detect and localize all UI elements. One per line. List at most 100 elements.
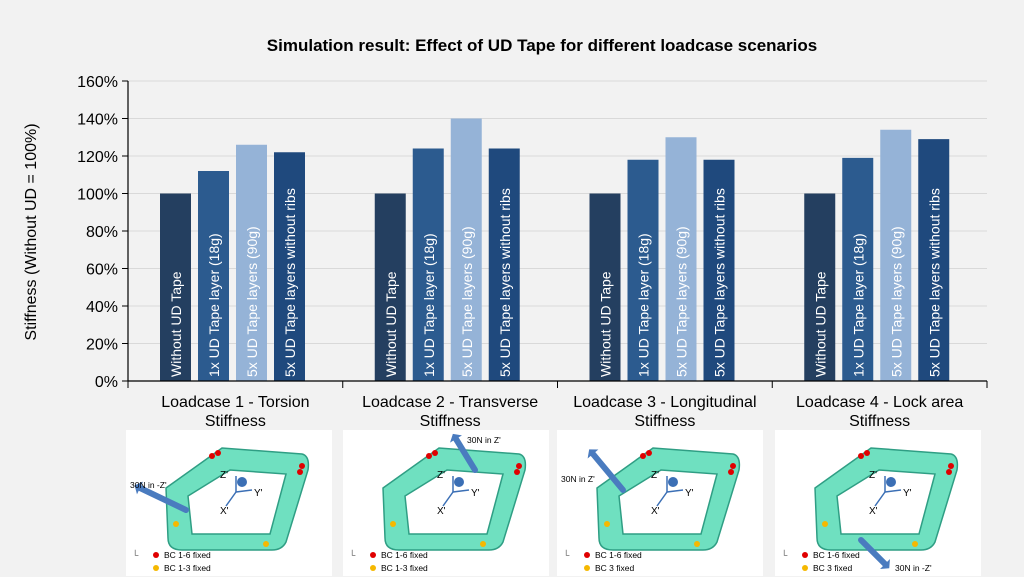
bc-point-red	[946, 469, 952, 475]
bc-legend-line: BC 1-6 fixed	[595, 550, 642, 560]
frame-illustration: Z' Y' X' 30N in Z' └ BC 1-6 fixed BC 1-3 fixed	[349, 433, 527, 573]
origin-marker	[237, 477, 247, 487]
bar-label: 5x UD Tape layers without ribs	[926, 188, 942, 377]
bar-label: 1x UD Tape layer (18g)	[636, 233, 652, 377]
y-axis-label-fig: Y'	[685, 488, 694, 499]
bc-point-yellow	[912, 541, 918, 547]
legend-red-dot	[153, 552, 159, 558]
bc-point-red	[209, 453, 215, 459]
bar	[589, 193, 621, 381]
bc-point-red	[728, 469, 734, 475]
x-axis-label-fig: X'	[220, 506, 229, 517]
bc-legend-line: BC 1-6 fixed	[813, 550, 860, 560]
y-tick-label: 20%	[86, 337, 118, 354]
bar-label: 1x UD Tape layer (18g)	[206, 233, 222, 377]
origin-marker	[668, 477, 678, 487]
bar-label: Without UD Tape	[168, 271, 184, 377]
bar-label: Without UD Tape	[598, 271, 614, 377]
y-axis-arrow	[884, 489, 902, 493]
frame-illustration: Z' Y' X' 30N in -Z' └ BC 1-6 fixed BC 1-3 fixe…	[130, 447, 310, 573]
bc-point-red	[640, 453, 646, 459]
x-tick-label: Loadcase 4 - Lock area	[796, 394, 963, 411]
frame-opening	[187, 469, 287, 535]
x-tick-label: Loadcase 2 - Transverse	[362, 394, 538, 411]
load-arrow	[590, 451, 626, 493]
bar-label: 5x UD Tape layers (90g)	[244, 226, 260, 377]
bar	[918, 139, 950, 381]
x-tick-label: Stiffness	[205, 413, 266, 430]
bar-label: 5x UD Tape layers (90g)	[459, 226, 475, 377]
y-axis-label-fig: Y'	[903, 488, 912, 499]
bar	[488, 148, 520, 381]
bc-point-red	[864, 450, 870, 456]
x-tick-label: Stiffness	[634, 413, 695, 430]
y-tick-label: 100%	[77, 187, 118, 204]
y-tick-label: 160%	[77, 74, 118, 91]
load-label: 30N in Z'	[561, 474, 595, 484]
bc-point-yellow	[390, 521, 396, 527]
loadcase-figure: Z' Y' X' 30N in Z' └ BC 1-6 fixed BC 3 fixed	[557, 430, 763, 576]
bc-point-yellow	[822, 521, 828, 527]
x-tick-label: Stiffness	[849, 413, 910, 430]
bc-point-red	[426, 453, 432, 459]
x-tick-label: Loadcase 1 - Torsion	[161, 394, 309, 411]
bc-point-red	[215, 450, 221, 456]
x-axis: Loadcase 1 - Torsion Stiffness Loadcase 2 …	[127, 380, 988, 430]
origin-marker	[454, 477, 464, 487]
load-label: 30N in -Z'	[895, 563, 932, 573]
z-axis-label: Z'	[220, 470, 228, 481]
bar-label: Without UD Tape	[383, 271, 399, 377]
legend-red-dot	[370, 552, 376, 558]
z-axis-label: Z'	[651, 470, 659, 481]
triad-icon: └	[563, 549, 570, 560]
bar	[665, 137, 697, 381]
bar-label: 5x UD Tape layers without ribs	[497, 188, 513, 377]
gridlines	[128, 80, 987, 344]
bc-point-yellow	[263, 541, 269, 547]
frame-illustration: Z' Y' X' 30N in Z' └ BC 1-6 fixed BC 3 fixed	[561, 447, 741, 573]
bc-point-red	[948, 463, 954, 469]
loadcase-figure: Z' Y' X' 30N in Z' └ BC 1-6 fixed BC 1-3 fixed	[343, 430, 549, 576]
legend-yellow-dot	[153, 565, 159, 571]
bar	[236, 144, 267, 381]
bar	[160, 193, 191, 381]
load-arrow	[137, 485, 189, 513]
bar	[450, 118, 482, 381]
bc-legend-line: BC 1-6 fixed	[381, 550, 428, 560]
y-tick-label: 40%	[86, 299, 118, 316]
bar-label: 1x UD Tape layer (18g)	[421, 233, 437, 377]
legend-red-dot	[802, 552, 808, 558]
bc-point-red	[646, 450, 652, 456]
x-axis-arrow	[874, 491, 886, 507]
load-arrow	[858, 537, 888, 567]
triad-icon: └	[132, 549, 139, 560]
bc-point-red	[514, 469, 520, 475]
bar-chart: Simulation result: Effect of UD Tape for…	[23, 36, 988, 430]
bar-label: 5x UD Tape layers without ribs	[282, 188, 298, 377]
x-axis-arrow	[442, 491, 454, 507]
y-axis-label-fig: Y'	[471, 488, 480, 499]
x-tick-label: Loadcase 3 - Longitudinal	[573, 394, 756, 411]
bar-label: 5x UD Tape layers (90g)	[674, 226, 690, 377]
y-tick-label: 120%	[77, 149, 118, 166]
bc-legend-line: BC 1-6 fixed	[164, 550, 211, 560]
load-arrow-head	[880, 559, 890, 569]
load-arrow-head	[134, 481, 144, 495]
y-tick-label: 60%	[86, 262, 118, 279]
bc-point-red	[730, 463, 736, 469]
x-axis-label-fig: X'	[437, 506, 446, 517]
bc-point-yellow	[694, 541, 700, 547]
bar-label: 5x UD Tape layers without ribs	[712, 188, 728, 377]
x-axis-arrow	[225, 491, 237, 507]
load-label: 30N in Z'	[467, 435, 501, 445]
bar	[412, 148, 444, 381]
bars: Without UD Tape 1x UD Tape layer (18g) 5x …	[160, 118, 950, 381]
bc-legend-line: BC 1-3 fixed	[381, 563, 428, 573]
load-arrow-head	[450, 433, 462, 443]
bar	[627, 159, 659, 381]
loadcase-figure: Z' Y' X' 30N in -Z' └ BC 1-6 fixed BC 3 fixed	[775, 430, 981, 576]
bc-legend-line: BC 3 fixed	[595, 563, 634, 573]
bar	[804, 193, 836, 381]
bc-point-red	[299, 463, 305, 469]
